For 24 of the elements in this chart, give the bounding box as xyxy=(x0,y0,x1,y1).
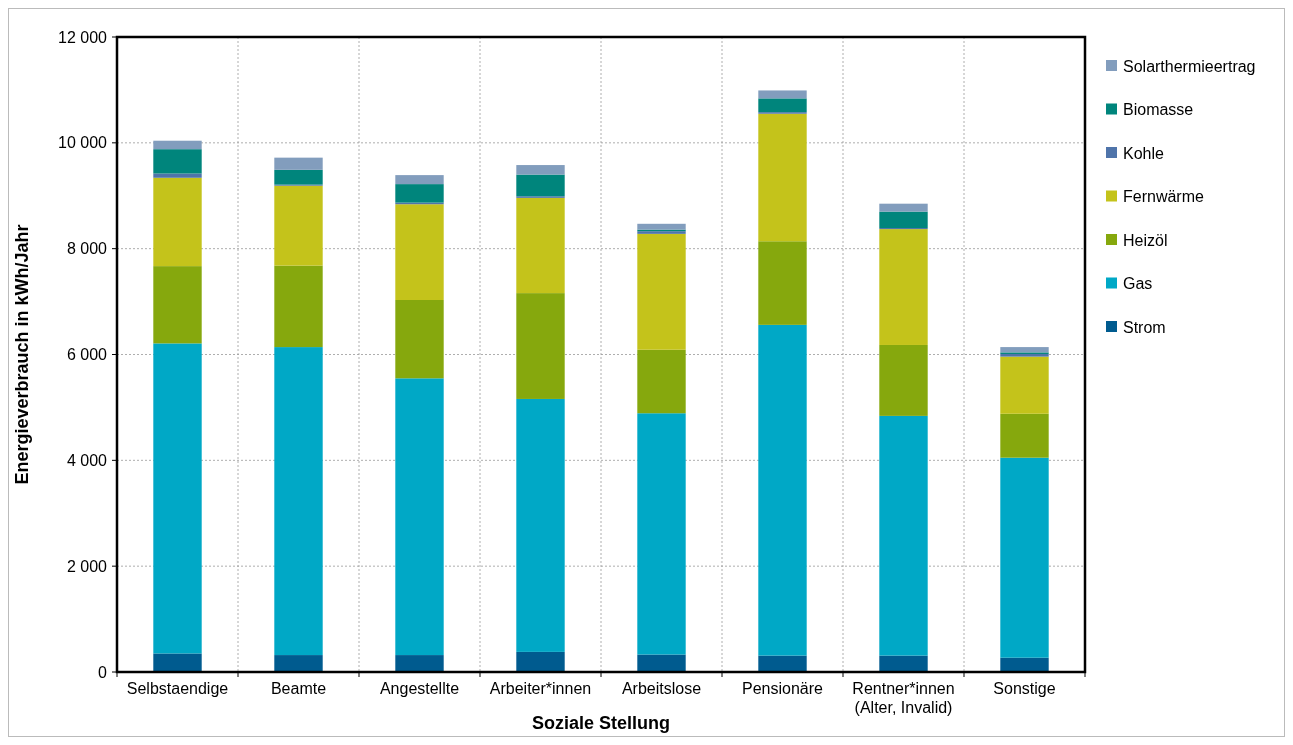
y-tick-label: 2 000 xyxy=(66,557,108,575)
x-tick-label: Arbeitslose xyxy=(621,680,702,697)
legend-label: Heizöl xyxy=(1123,231,1168,249)
legend-label: Biomasse xyxy=(1123,101,1194,119)
legend-label: Fernwärme xyxy=(1123,188,1205,206)
y-tick-label: 6 000 xyxy=(66,346,108,364)
legend-label: Strom xyxy=(1123,318,1166,336)
y-tick-label: 8 000 xyxy=(66,240,108,258)
x-tick-label: Arbeiter*innen xyxy=(489,680,592,697)
legend-label: Gas xyxy=(1123,275,1153,293)
legend-label: Solarthermieertrag xyxy=(1123,57,1256,75)
x-tick-label: Pensionäre xyxy=(742,680,824,697)
y-tick-label: 0 xyxy=(98,663,108,681)
y-tick-label: 4 000 xyxy=(66,451,108,469)
x-tick-label: Sonstige xyxy=(993,680,1056,697)
legend-label: Kohle xyxy=(1123,144,1165,162)
x-tick-label: Angestellte xyxy=(379,680,460,697)
x-tick-label: Beamte xyxy=(270,680,327,697)
y-tick-label: 10 000 xyxy=(58,134,108,152)
x-axis-title: Soziale Stellung xyxy=(531,713,671,733)
x-tick-label: Selbstaendige xyxy=(126,680,229,697)
x-tick-label: Rentner*innen (Alter, Invalid) xyxy=(852,680,955,716)
y-axis-title: Energieverbrauch in kWh/Jahr xyxy=(12,224,32,485)
y-tick-label: 12 000 xyxy=(58,28,108,46)
